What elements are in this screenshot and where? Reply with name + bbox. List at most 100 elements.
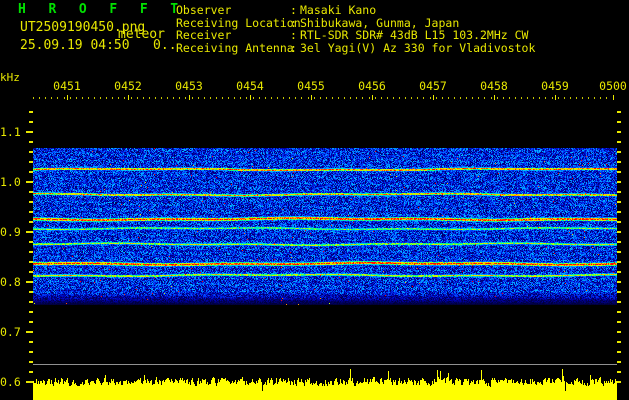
time-axis-minor-tick — [192, 97, 193, 99]
frequency-axis-minor-tick — [29, 240, 33, 243]
time-axis-minor-tick — [491, 97, 492, 99]
time-axis-minor-tick — [137, 97, 138, 99]
frequency-axis-minor-tick — [617, 281, 621, 284]
info-row: Receiving Location: Shibukawa, Gunma, Jap… — [176, 15, 535, 30]
time-axis-minor-tick — [185, 97, 186, 99]
time-axis-tick — [494, 95, 495, 100]
frequency-axis-minor-tick — [29, 381, 33, 384]
frequency-axis-minor-tick — [29, 341, 33, 344]
time-axis-minor-tick — [552, 97, 553, 99]
time-axis-minor-tick — [369, 97, 370, 99]
time-axis-label: 0454 — [236, 79, 264, 93]
time-axis-minor-tick — [558, 97, 559, 99]
time-axis-minor-tick — [564, 97, 565, 99]
frequency-axis-minor-tick — [617, 170, 621, 173]
frequency-axis-minor-tick — [617, 351, 621, 354]
time-axis-minor-tick — [533, 97, 534, 99]
frequency-axis-minor-tick — [29, 110, 33, 113]
frequency-axis-minor-tick — [617, 311, 621, 314]
time-axis-minor-tick — [295, 97, 296, 99]
time-axis-minor-tick — [240, 97, 241, 99]
time-axis-minor-tick — [100, 97, 101, 99]
time-axis-tick — [555, 95, 556, 100]
frequency-axis-minor-tick — [617, 190, 621, 193]
time-axis-minor-tick — [521, 97, 522, 99]
time-axis-minor-tick — [76, 97, 77, 99]
frequency-axis-minor-tick — [29, 170, 33, 173]
time-axis-minor-tick — [362, 97, 363, 99]
frequency-axis-minor-tick — [29, 321, 33, 324]
frequency-axis-label: 0.6 — [0, 375, 21, 390]
time-axis-minor-tick — [582, 97, 583, 99]
info-row: Observer: Masaki Kano — [176, 4, 535, 17]
frequency-axis-minor-tick — [29, 120, 33, 123]
frequency-axis-minor-tick — [29, 160, 33, 163]
info-separator: : — [290, 15, 297, 30]
time-axis-label: 0456 — [358, 79, 386, 93]
frequency-axis-minor-tick — [617, 261, 621, 264]
time-axis-minor-tick — [88, 97, 89, 99]
time-axis-minor-tick — [436, 97, 437, 99]
info-value: 3el Yagi(V) Az 330 for Vladivostok — [300, 40, 536, 55]
time-axis-minor-tick — [234, 97, 235, 99]
time-axis-minor-tick — [106, 97, 107, 99]
info-key: Receiving Location — [176, 15, 301, 30]
time-axis-minor-tick — [246, 97, 247, 99]
time-axis-minor-tick — [39, 97, 40, 99]
amplitude-baseline — [33, 364, 617, 365]
frequency-axis-minor-tick — [29, 190, 33, 193]
time-axis-label: 0459 — [541, 79, 569, 93]
time-axis-tick — [311, 95, 312, 100]
hrofft-logo: H R O F F T — [18, 2, 186, 17]
info-separator: : — [290, 40, 297, 55]
frequency-axis-minor-tick — [617, 371, 621, 374]
frequency-axis-minor-tick — [29, 130, 33, 133]
frequency-axis-minor-tick — [29, 180, 33, 183]
time-axis-minor-tick — [204, 97, 205, 99]
frequency-axis-minor-tick — [617, 291, 621, 294]
time-axis-minor-tick — [381, 97, 382, 99]
time-axis-minor-tick — [82, 97, 83, 99]
time-axis-minor-tick — [228, 97, 229, 99]
time-axis-minor-tick — [289, 97, 290, 99]
time-axis-minor-tick — [430, 97, 431, 99]
info-row: Receiving Antenna: 3el Yagi(V) Az 330 for… — [176, 40, 536, 55]
time-axis-minor-tick — [308, 97, 309, 99]
info-separator: : — [290, 3, 297, 17]
time-axis-minor-tick — [460, 97, 461, 99]
time-axis-minor-tick — [332, 97, 333, 99]
observation-info-block: Observer: Masaki Kano Receiving Location: S… — [176, 4, 535, 54]
time-axis-minor-tick — [350, 97, 351, 99]
time-axis-minor-tick — [124, 97, 125, 99]
frequency-axis-minor-tick — [617, 361, 621, 364]
time-axis-label: 0500 — [599, 79, 627, 93]
time-axis-tick — [433, 95, 434, 100]
time-axis-label: 0452 — [114, 79, 142, 93]
spectrogram-canvas — [33, 148, 617, 344]
frequency-axis-minor-tick — [617, 110, 621, 113]
meteor-overlay-label: meteor — [118, 27, 165, 42]
time-axis-minor-tick — [344, 97, 345, 99]
frequency-axis-minor-tick — [617, 210, 621, 213]
time-axis-minor-tick — [497, 97, 498, 99]
time-axis-minor-tick — [356, 97, 357, 99]
spectrogram-plot — [33, 148, 617, 344]
frequency-axis-minor-tick — [617, 230, 621, 233]
time-axis-minor-tick — [94, 97, 95, 99]
frequency-axis-minor-tick — [617, 271, 621, 274]
time-axis-minor-tick — [167, 97, 168, 99]
time-axis-minor-tick — [118, 97, 119, 99]
time-axis-minor-tick — [478, 97, 479, 99]
time-axis-tick — [372, 95, 373, 100]
time-axis-minor-tick — [33, 97, 34, 99]
time-axis-minor-tick — [484, 97, 485, 99]
info-value: RTL-SDR SDR# 43dB L15 103.2MHz CW — [300, 28, 529, 43]
amplitude-trace-plot — [33, 367, 617, 400]
frequency-axis-minor-tick — [29, 261, 33, 264]
time-axis-minor-tick — [423, 97, 424, 99]
amplitude-canvas — [33, 367, 617, 400]
time-axis-minor-tick — [576, 97, 577, 99]
frequency-axis-minor-tick — [617, 381, 621, 384]
time-axis-minor-tick — [588, 97, 589, 99]
time-axis-minor-tick — [472, 97, 473, 99]
